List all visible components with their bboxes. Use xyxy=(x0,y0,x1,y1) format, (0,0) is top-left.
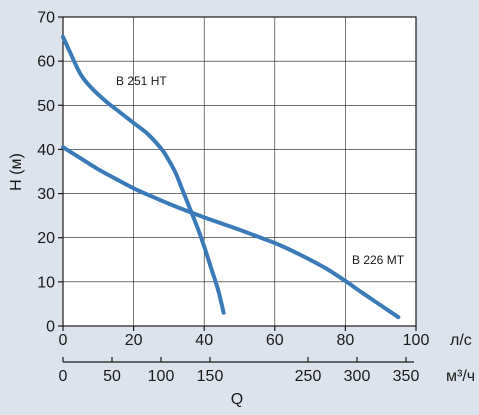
axes-layer xyxy=(58,16,417,363)
x-tick-label: 100 xyxy=(403,332,430,349)
y-tick-label: 30 xyxy=(37,186,55,203)
y-tick-label: 10 xyxy=(37,274,55,291)
x-tick-label: 60 xyxy=(266,332,284,349)
x-tick-label: 20 xyxy=(125,332,143,349)
x-axis-title: Q xyxy=(231,391,243,408)
x2-tick-label: 50 xyxy=(103,368,121,385)
x2-tick-label: 100 xyxy=(148,368,175,385)
series-line-b-226-mt xyxy=(61,145,401,320)
y-tick-label: 50 xyxy=(37,98,55,115)
series-label-b-251-ht: B 251 HT xyxy=(116,74,167,88)
x-tick-label: 40 xyxy=(195,332,213,349)
x2-tick-label: 250 xyxy=(295,368,322,385)
y-tick-label: 60 xyxy=(37,54,55,71)
y-tick-label: 0 xyxy=(46,319,55,336)
x-unit-primary: л/с xyxy=(450,332,472,349)
y-tick-label: 40 xyxy=(37,142,55,159)
y-tick-label: 20 xyxy=(37,230,55,247)
x-unit-secondary: м³/ч xyxy=(446,368,475,385)
series-label-b-226-mt: B 226 MT xyxy=(352,253,405,267)
x2-tick-label: 300 xyxy=(344,368,371,385)
x2-tick-label: 150 xyxy=(197,368,224,385)
x-tick-label: 0 xyxy=(59,332,68,349)
x2-tick-label: 0 xyxy=(59,368,68,385)
y-axis-title: H (м) xyxy=(8,153,25,191)
labels-layer: 0 10 20 30 40 50 60 70 0 20 40 60 80 100 л/с 0 50 100 150 2… xyxy=(8,10,475,409)
series-layer xyxy=(61,34,401,320)
x-tick-label: 80 xyxy=(337,332,355,349)
y-tick-label: 70 xyxy=(37,10,55,27)
series-line-b-251-ht xyxy=(61,34,226,315)
x2-tick-label: 350 xyxy=(393,368,420,385)
grid-layer xyxy=(63,17,416,326)
plot-frame-layer xyxy=(62,16,417,327)
plot-area xyxy=(62,16,417,327)
